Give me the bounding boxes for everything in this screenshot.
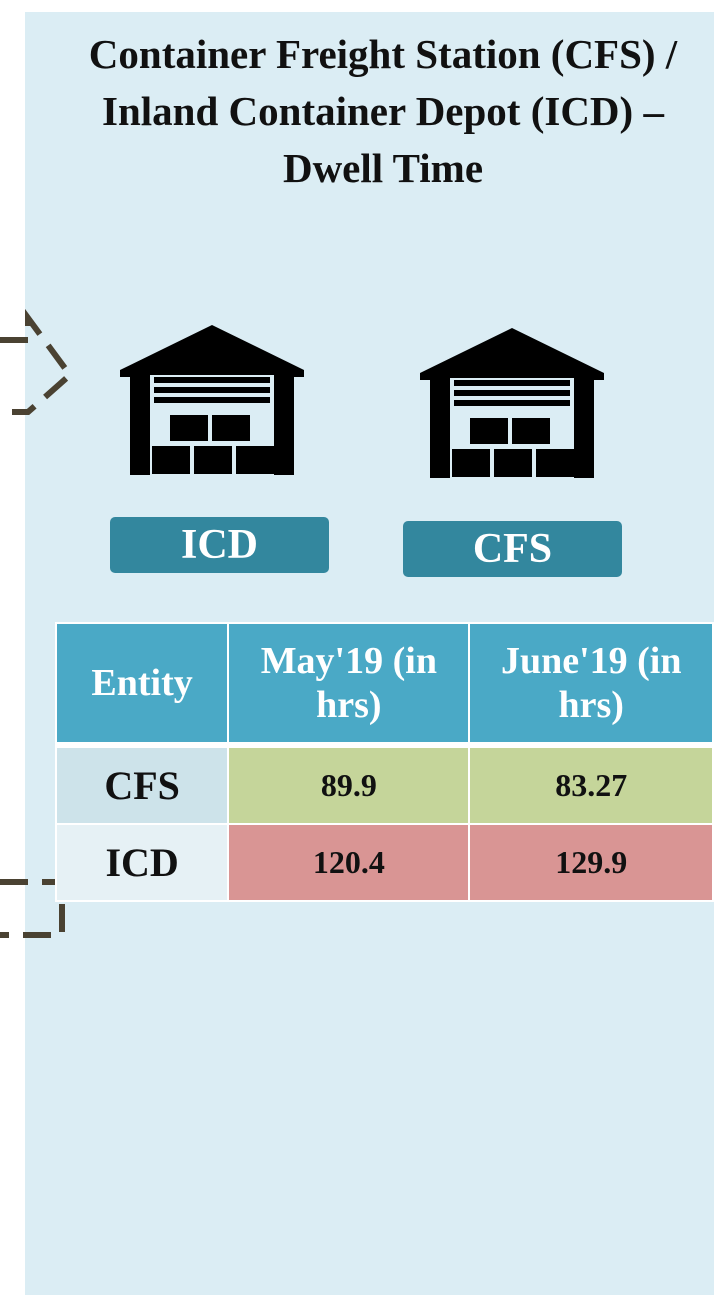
icon-label: CFS [403, 521, 622, 577]
warehouse-icon [420, 328, 604, 478]
value-cell: 83.27 [468, 744, 714, 825]
value-cell: 129.9 [468, 823, 714, 902]
dashed-shape [0, 308, 75, 415]
icon-label: ICD [110, 517, 329, 573]
dwell-table: Entity May'19 (in hrs) June'19 (in hrs) … [54, 622, 714, 902]
entity-cell: ICD [54, 823, 230, 902]
header-cell: June'19 (in hrs) [468, 622, 714, 746]
header-cell: May'19 (in hrs) [227, 622, 471, 746]
dashed-shape [0, 879, 65, 938]
value-cell: 89.9 [227, 744, 471, 825]
header-cell: Entity [54, 622, 230, 746]
entity-cell: CFS [54, 744, 230, 825]
warehouse-icon [120, 325, 304, 475]
title: Container Freight Station (CFS) / Inland… [88, 31, 678, 191]
value-cell: 120.4 [227, 823, 471, 902]
